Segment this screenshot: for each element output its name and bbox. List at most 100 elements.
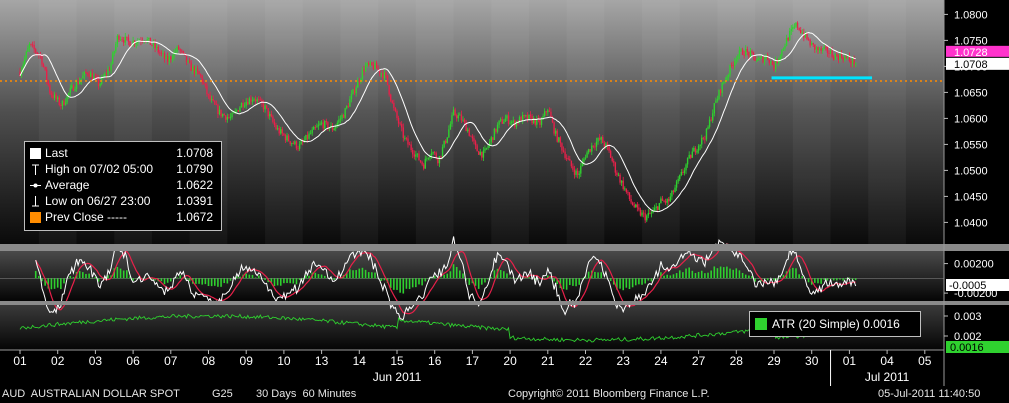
candle xyxy=(78,81,81,84)
day-stripe xyxy=(642,0,680,244)
candle xyxy=(300,141,302,145)
candle xyxy=(784,46,786,49)
candle xyxy=(691,151,694,158)
candle xyxy=(226,116,229,120)
candle xyxy=(47,80,49,85)
candle xyxy=(316,126,318,128)
x-tick-label: 02 xyxy=(51,354,65,368)
x-tick-label: 27 xyxy=(692,354,706,368)
price-tick-label: 1.0550 xyxy=(954,139,988,151)
candle xyxy=(826,46,829,53)
atr-tick-label: 0.003 xyxy=(954,311,982,323)
candle xyxy=(619,174,621,183)
legend-value: 1.0708 xyxy=(176,146,213,160)
candle xyxy=(770,61,772,64)
candle xyxy=(248,98,251,105)
x-tick-label: 14 xyxy=(353,354,367,368)
candle xyxy=(671,190,673,197)
candle xyxy=(638,207,640,210)
candle xyxy=(843,56,846,61)
candle xyxy=(730,65,733,66)
candle xyxy=(503,121,505,124)
candle xyxy=(569,158,571,161)
legend-value: 1.0790 xyxy=(176,162,213,176)
x-tick-label: 01 xyxy=(13,354,27,368)
candle xyxy=(443,140,445,148)
candle xyxy=(209,95,211,100)
candle xyxy=(597,137,599,142)
candle xyxy=(451,115,453,124)
candle xyxy=(291,143,293,144)
candle xyxy=(166,56,169,62)
candle xyxy=(309,133,312,135)
chart-svg: 1.08001.07501.07001.06501.06001.05501.05… xyxy=(0,0,1009,386)
candle xyxy=(694,147,697,153)
candle xyxy=(598,137,601,140)
candle xyxy=(427,157,430,159)
atr-legend: ATR (20 Simple) 0.0016 xyxy=(749,311,921,337)
candle xyxy=(30,44,32,45)
candle xyxy=(341,114,343,119)
candle xyxy=(239,107,241,112)
candle xyxy=(363,69,365,72)
legend-item-average: Average 1.0622 xyxy=(29,178,217,193)
legend-item-prev-close: Prev Close ----- 1.0672 xyxy=(29,210,217,225)
average-line xyxy=(19,31,856,213)
candle xyxy=(460,114,463,121)
candle xyxy=(203,82,205,84)
candle xyxy=(382,73,384,79)
candle xyxy=(509,123,511,124)
candle xyxy=(339,118,342,120)
candle xyxy=(796,22,799,28)
candle xyxy=(331,125,334,131)
atr-line xyxy=(19,313,856,343)
chart-code: G25 xyxy=(212,388,233,400)
candle xyxy=(267,108,269,117)
candle xyxy=(583,158,585,162)
candle xyxy=(397,118,400,124)
candle xyxy=(364,65,367,72)
candle xyxy=(528,114,530,120)
candle xyxy=(69,88,71,93)
candle xyxy=(371,62,373,66)
candle xyxy=(550,111,552,118)
candle xyxy=(792,27,794,30)
candle xyxy=(644,213,646,221)
candle xyxy=(64,102,67,105)
candle xyxy=(532,118,535,124)
candle xyxy=(80,78,82,82)
legend-item-low: Low on 06/27 23:00 1.0391 xyxy=(29,194,217,209)
candle xyxy=(545,111,547,113)
candle xyxy=(165,56,167,59)
candle xyxy=(89,73,92,77)
candle xyxy=(199,74,202,76)
candle xyxy=(302,141,304,143)
candle xyxy=(377,68,379,70)
candle xyxy=(338,119,340,123)
candle xyxy=(526,115,529,120)
candle xyxy=(151,44,153,46)
panel-separator[interactable] xyxy=(0,301,1009,305)
candle xyxy=(771,61,774,65)
panel-separator[interactable] xyxy=(0,244,1009,251)
candle xyxy=(812,43,814,45)
candle xyxy=(837,55,840,60)
candle xyxy=(501,119,503,124)
candle xyxy=(674,187,676,193)
candle xyxy=(305,134,307,141)
candle xyxy=(679,175,681,180)
candle xyxy=(229,117,232,118)
legend-label: Average xyxy=(45,178,90,192)
candle xyxy=(386,75,389,85)
candle xyxy=(396,111,398,119)
candle xyxy=(176,46,178,52)
candle xyxy=(228,116,230,118)
candle xyxy=(294,141,296,144)
candle xyxy=(492,137,494,140)
candle xyxy=(408,144,411,146)
candle xyxy=(592,145,595,147)
candle xyxy=(655,206,657,209)
candle xyxy=(317,124,320,127)
candle xyxy=(126,36,128,38)
candle xyxy=(666,198,668,203)
